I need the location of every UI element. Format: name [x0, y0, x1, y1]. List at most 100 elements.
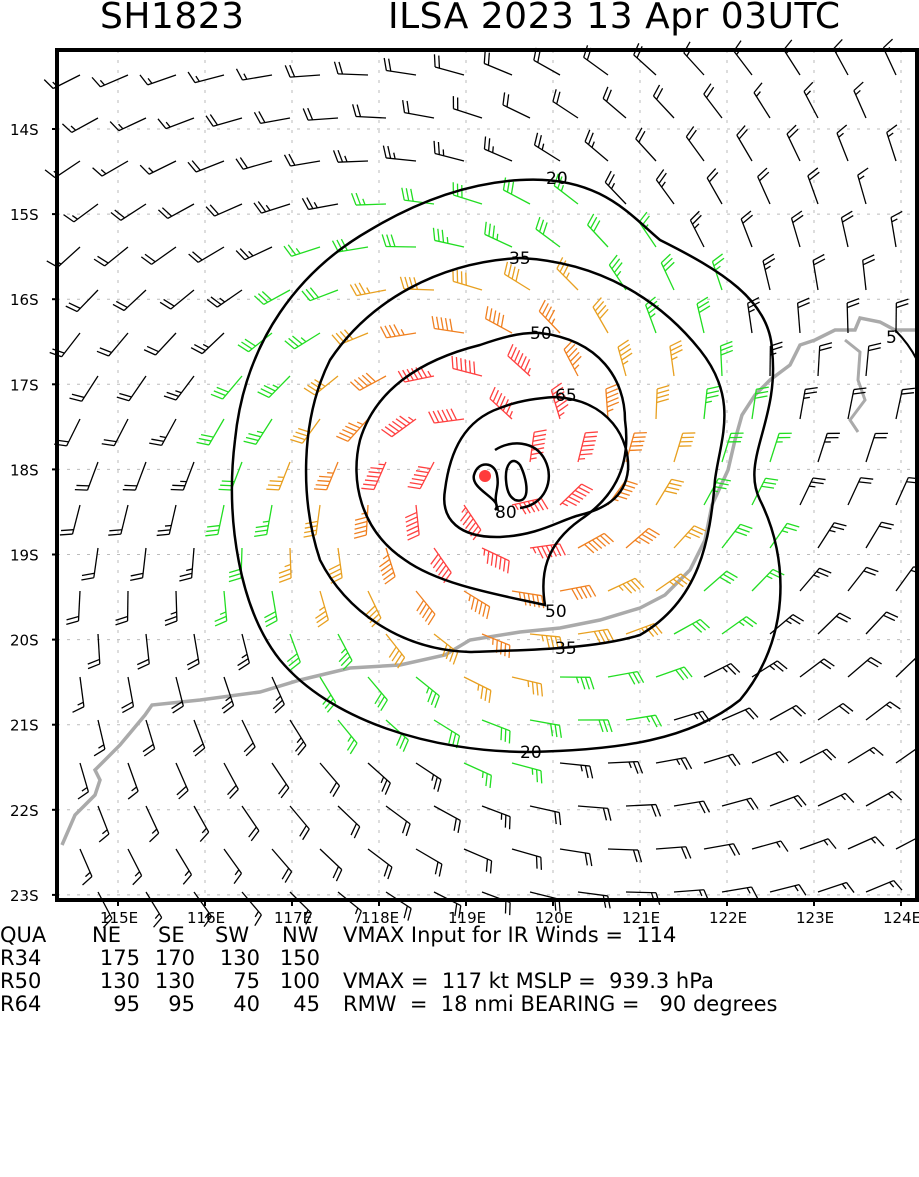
wind-barb	[334, 62, 368, 75]
wind-barb	[626, 528, 660, 548]
wind-barb	[704, 84, 722, 118]
wind-barb	[381, 324, 416, 337]
wind-barb	[787, 125, 800, 161]
lat-label: 16S	[10, 291, 39, 309]
wind-barb	[464, 763, 491, 788]
wind-barb	[188, 161, 224, 172]
table-cell: 130	[210, 947, 260, 970]
wind-barb	[368, 763, 390, 795]
wind-barb	[44, 75, 80, 89]
wind-barb	[674, 801, 710, 813]
wind-barb	[608, 672, 644, 685]
wind-barb	[588, 214, 608, 247]
wind-barb	[350, 373, 386, 390]
wind-barb	[172, 677, 184, 713]
wind-barb	[219, 462, 242, 490]
wind-barb	[800, 659, 834, 677]
wind-barb	[434, 141, 464, 161]
wind-barb	[800, 568, 831, 591]
wind-barb	[149, 419, 176, 445]
wind-barb	[303, 108, 338, 120]
wind-barb	[383, 146, 416, 161]
wind-barb	[883, 39, 896, 75]
wind-barb	[236, 69, 272, 80]
wind-barb	[854, 82, 866, 118]
wind-barb	[464, 591, 490, 619]
wind-barb	[368, 677, 387, 711]
table-cell: 150	[270, 947, 320, 970]
wind-barb	[737, 126, 752, 161]
lat-label: 18S	[10, 461, 39, 479]
wind-barb	[130, 548, 146, 580]
wind-barb	[206, 204, 242, 216]
vmax-mslp-text: VMAX = 117 kt MSLP = 939.3 hPa	[343, 970, 714, 993]
wind-barb	[171, 462, 194, 490]
wind-barb	[381, 416, 416, 437]
wind-barb	[754, 83, 770, 118]
wind-barb	[486, 306, 512, 333]
wind-barb	[191, 333, 224, 354]
wind-barb	[800, 749, 836, 763]
wind-barb	[140, 75, 176, 85]
wind-barb	[73, 677, 84, 712]
wind-barb	[94, 720, 105, 756]
wind-barb	[800, 839, 836, 849]
wind-barb	[656, 847, 691, 859]
table-cell: 95	[90, 993, 140, 1016]
wind-barb	[453, 269, 482, 290]
table-cell: R34	[0, 947, 41, 970]
wind-barb	[386, 806, 410, 836]
wind-barb	[62, 118, 98, 132]
wind-barb	[146, 806, 159, 842]
wind-barb	[841, 211, 853, 247]
wind-field-map: 20 35 50 65 80 20 35 50 5 14S15S16S17S18…	[0, 0, 919, 1014]
table-cell: 170	[145, 947, 195, 970]
contour-label: 35	[509, 249, 531, 269]
wind-barb	[560, 849, 592, 866]
wind-barb	[834, 39, 848, 75]
wind-barb	[804, 82, 818, 118]
wind-barb	[332, 330, 368, 345]
contour-label: 50	[545, 602, 567, 622]
wind-barb	[697, 297, 710, 333]
wind-barb	[686, 126, 704, 161]
wind-barb	[93, 161, 128, 176]
wind-barb	[482, 720, 510, 743]
wind-barb	[818, 613, 851, 634]
wind-barb	[66, 290, 98, 312]
wind-barb	[50, 333, 80, 357]
lat-label: 15S	[10, 206, 39, 224]
wind-barb	[585, 130, 608, 161]
wind-barb	[752, 841, 788, 852]
wind-barb	[530, 720, 561, 738]
wind-barb	[368, 849, 392, 879]
storm-center-marker	[479, 470, 491, 482]
wind-barb	[141, 247, 176, 264]
wind-barb	[656, 479, 684, 505]
table-header-se: SE	[158, 924, 185, 947]
wind-barb	[429, 409, 464, 423]
wind-barb	[206, 115, 242, 127]
wind-barb	[97, 333, 128, 356]
wind-barb	[188, 72, 224, 83]
wind-barb	[242, 720, 255, 756]
wind-barb	[674, 433, 695, 462]
wind-barb	[784, 40, 800, 75]
wind-barb	[818, 523, 846, 548]
wind-barb	[78, 763, 88, 799]
wind-barb	[813, 254, 825, 290]
wind-barb	[484, 137, 512, 161]
wind-barb	[800, 478, 826, 505]
wind-barb	[264, 591, 277, 627]
wind-barb	[704, 754, 740, 766]
wind-barb	[146, 892, 162, 927]
wind-barb	[656, 385, 669, 419]
wind-barb	[352, 193, 386, 205]
wind-barb	[285, 65, 320, 77]
wind-barb	[863, 255, 875, 290]
lon-label: 122E	[709, 909, 747, 927]
wind-barb	[302, 198, 338, 210]
wind-barb	[66, 591, 80, 624]
wind-barb	[656, 667, 692, 680]
wind-barb	[560, 484, 593, 506]
